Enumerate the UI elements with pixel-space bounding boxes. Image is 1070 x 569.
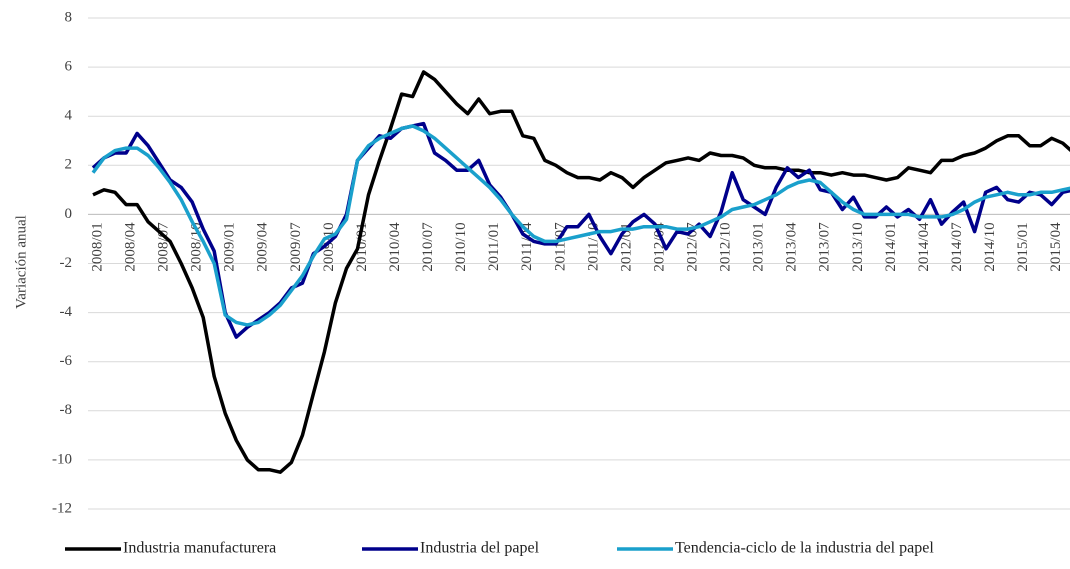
line-series	[92, 70, 1070, 474]
x-tick-label: 2014/04	[916, 222, 932, 272]
legend-label: Industria manufacturera	[123, 540, 276, 557]
y-tick-label: -2	[60, 255, 73, 271]
x-tick-label: 2010/10	[453, 222, 469, 271]
x-tick-label: 2008/04	[122, 222, 138, 272]
legend-label: Industria del papel	[420, 540, 540, 557]
x-tick-label: 2011/10	[585, 222, 601, 271]
y-tick-label: -4	[60, 304, 73, 320]
y-tick-label: 0	[65, 206, 73, 222]
x-tick-label: 2011/01	[486, 222, 502, 271]
y-tick-label: 2	[65, 157, 73, 173]
x-tick-label: 2014/10	[982, 222, 998, 271]
x-tick-label: 2010/07	[420, 222, 436, 272]
x-tick-label: 2013/01	[751, 222, 767, 271]
x-tick-label: 2009/04	[255, 222, 271, 272]
y-tick-label: -6	[60, 353, 73, 369]
y-tick-label: -10	[52, 451, 72, 467]
x-tick-label: 2013/07	[817, 222, 833, 272]
x-tick-label: 2014/07	[949, 222, 965, 272]
y-axis-label: Variación anual	[13, 215, 29, 309]
x-tick-label: 2015/01	[1015, 222, 1031, 271]
x-tick-label: 2010/04	[387, 222, 403, 272]
x-tick-label: 2010/01	[354, 222, 370, 271]
x-tick-label: 2009/01	[222, 222, 238, 271]
legend-label: Tendencia-ciclo de la industria del pape…	[675, 540, 934, 557]
x-tick-label: 2011/07	[552, 222, 568, 271]
line-series	[91, 124, 1070, 327]
y-tick-label: 6	[65, 59, 73, 75]
y-tick-label: 8	[65, 9, 73, 25]
x-tick-label: 2012/04	[651, 222, 667, 272]
y-tick-label: -8	[60, 402, 73, 418]
x-tick-label: 2009/07	[288, 222, 304, 272]
x-tick-label: 2012/10	[718, 222, 734, 271]
x-tick-label: 2008/01	[89, 222, 105, 271]
x-tick-label: 2013/10	[850, 222, 866, 271]
y-tick-label: 4	[65, 108, 73, 124]
x-tick-label: 2015/04	[1048, 222, 1064, 272]
y-tick-label: -12	[52, 500, 72, 516]
x-tick-label: 2014/01	[883, 222, 899, 271]
x-tick-label: 2013/04	[784, 222, 800, 272]
